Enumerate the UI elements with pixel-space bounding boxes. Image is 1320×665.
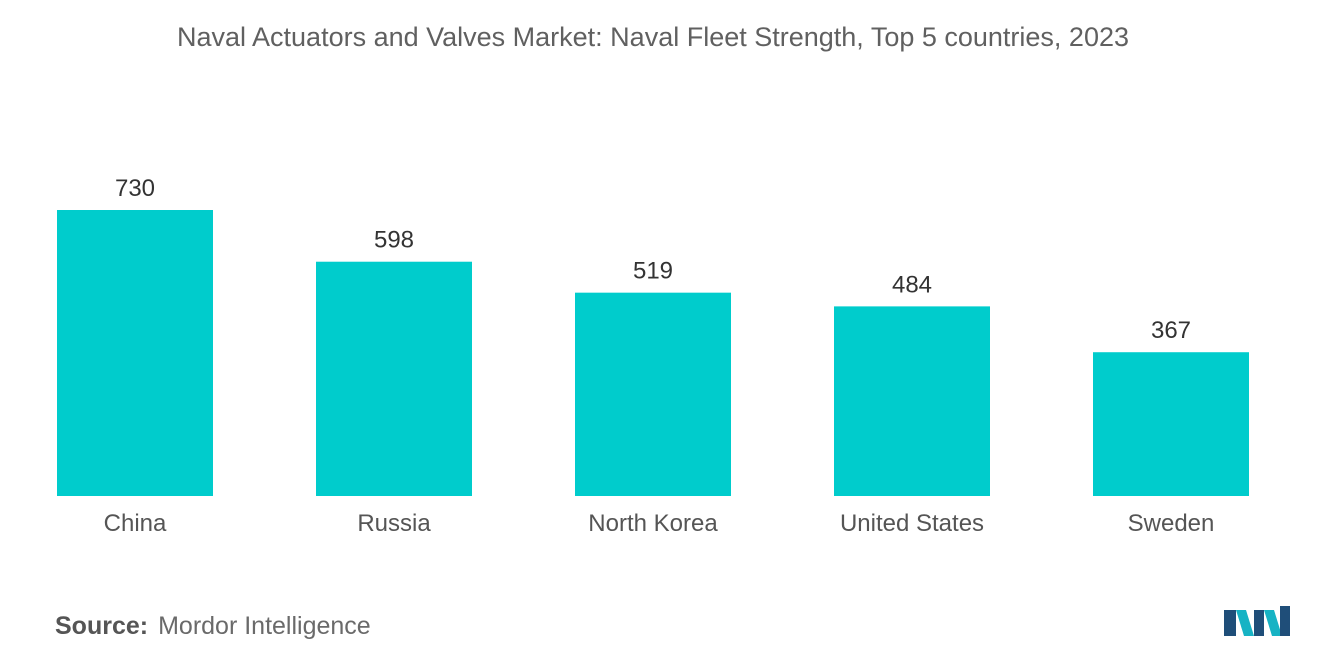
bar-north-korea xyxy=(575,292,731,496)
x-tick-label: China xyxy=(104,510,167,537)
data-label: 598 xyxy=(374,227,414,254)
x-tick-label: North Korea xyxy=(588,510,718,537)
data-label: 519 xyxy=(633,258,673,285)
bar-united-states xyxy=(834,306,990,496)
mordor-intelligence-logo-icon xyxy=(1224,606,1290,636)
data-label: 730 xyxy=(115,175,155,202)
bar-china xyxy=(57,210,213,496)
source-text: Mordor Intelligence xyxy=(158,612,371,640)
bar-chart: 730 China 598 Russia 519 North Korea 484 United… xyxy=(57,175,1249,537)
source-label: Source: xyxy=(55,612,149,640)
x-tick-label: Sweden xyxy=(1128,510,1215,537)
data-label: 484 xyxy=(892,271,932,298)
source-note: Source: Mordor Intelligence xyxy=(55,612,371,641)
bar-sweden xyxy=(1093,352,1249,496)
x-tick-label: United States xyxy=(840,510,984,537)
x-tick-label: Russia xyxy=(357,510,431,537)
chart-title: Naval Actuators and Valves Market: Naval… xyxy=(176,22,1129,52)
bar-russia xyxy=(316,261,472,496)
data-label: 367 xyxy=(1151,317,1191,344)
